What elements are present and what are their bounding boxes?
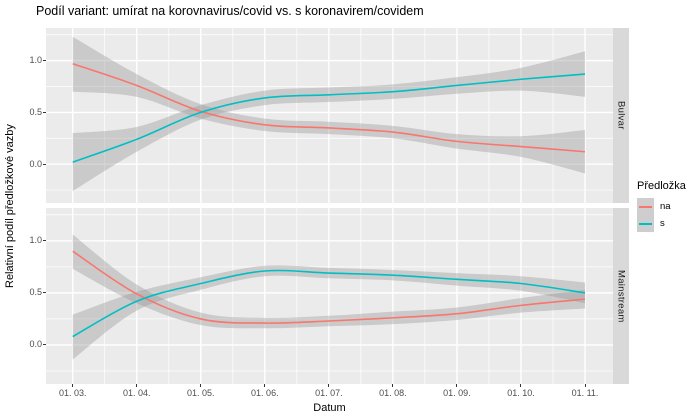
y-tick-mark xyxy=(43,111,46,113)
facet-strip-label: Mainstream xyxy=(615,269,627,323)
facet-strip-label: Bulvar xyxy=(615,101,627,130)
x-tick-mark xyxy=(584,384,586,387)
x-tick-mark xyxy=(72,384,74,387)
x-tick-label: 01. 05. xyxy=(187,388,215,398)
y-tick-mark xyxy=(43,60,46,62)
x-tick-label: 01. 11. xyxy=(571,388,599,398)
legend-key-line-icon xyxy=(639,205,652,208)
x-tick-mark xyxy=(328,384,330,387)
y-tick-mark xyxy=(43,163,46,165)
panel-svg-mainstream xyxy=(46,208,613,384)
facet-panel-mainstream xyxy=(46,208,613,384)
panel-svg-bulvar xyxy=(46,28,613,203)
legend-key-swatch xyxy=(637,215,654,232)
x-tick-mark xyxy=(520,384,522,387)
legend-key-swatch xyxy=(637,198,654,215)
x-axis-title: Datum xyxy=(313,402,346,414)
x-tick-label: 01. 03. xyxy=(58,388,87,398)
y-tick-label: 0.5 xyxy=(29,106,42,117)
x-tick-label: 01. 06. xyxy=(251,388,279,398)
legend-keys: na s xyxy=(637,198,699,232)
x-tick-label: 01. 09. xyxy=(443,388,471,398)
x-tick-label: 01. 07. xyxy=(315,388,343,398)
legend: Předložka na s xyxy=(637,180,699,232)
y-tick-label: 0.5 xyxy=(29,287,42,298)
x-tick-mark xyxy=(200,384,202,387)
facet-strip-mainstream: Mainstream xyxy=(613,208,629,384)
legend-key-line-icon xyxy=(639,222,652,225)
x-tick-mark xyxy=(136,384,138,387)
y-tick-label: 1.0 xyxy=(29,235,42,246)
legend-item-na: na xyxy=(637,198,699,215)
x-tick-label: 01. 04. xyxy=(122,388,151,398)
legend-item-s: s xyxy=(637,215,699,232)
y-tick-mark xyxy=(43,344,46,346)
legend-item-label: na xyxy=(660,201,671,212)
x-tick-label: 01. 08. xyxy=(379,388,407,398)
legend-item-label: s xyxy=(660,218,665,229)
y-axis-title: Relativní podíl předložkové vazby xyxy=(4,124,16,288)
y-tick-mark xyxy=(43,292,46,294)
facet-panel-bulvar xyxy=(46,28,613,203)
chart-title: Podíl variant: umírat na korovnavirus/co… xyxy=(36,4,424,18)
y-tick-label: 0.0 xyxy=(29,158,42,169)
x-tick-label: 01. 10. xyxy=(507,388,535,398)
facet-strip-bulvar: Bulvar xyxy=(613,28,629,203)
y-tick-mark xyxy=(43,240,46,242)
y-tick-label: 0.0 xyxy=(29,339,42,350)
x-tick-mark xyxy=(264,384,266,387)
x-tick-mark xyxy=(456,384,458,387)
y-tick-label: 1.0 xyxy=(29,55,42,66)
legend-title: Předložka xyxy=(637,180,686,192)
x-tick-mark xyxy=(392,384,394,387)
